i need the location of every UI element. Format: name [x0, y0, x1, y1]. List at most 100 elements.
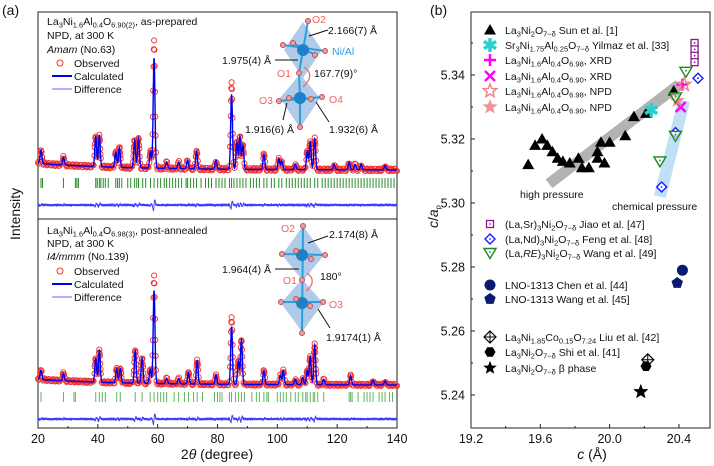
legend-label: LNO-1313 Chen et al. [44] — [505, 280, 628, 292]
ni-atom — [294, 92, 306, 104]
x-tick-label: 120 — [327, 432, 348, 446]
observed-point — [228, 318, 235, 325]
text-segment: O — [568, 40, 576, 52]
star-marker — [482, 99, 498, 114]
x-tick-label: 140 — [387, 432, 408, 446]
observed-point — [109, 163, 116, 170]
text-segment: (No.139) — [85, 251, 129, 263]
marker-dot — [660, 186, 663, 188]
legend-item: La3​Ni1.85​Co0.15​O7.24​ Liu et al. [42] — [483, 330, 659, 346]
observed-point — [350, 382, 357, 389]
triangle-marker — [484, 24, 496, 35]
text-segment: 3 — [516, 45, 520, 54]
label-o3: O3 — [259, 95, 273, 107]
legend-item: La3​Ni1.6​Al0.4​O6.98​, NPD — [481, 82, 612, 100]
text-segment: La — [505, 86, 517, 98]
difference-series — [37, 413, 398, 426]
bottom-structure-inset: O2 2.174(8) Å 1.964(4) Å O1 180° O3 1.91… — [222, 223, 381, 344]
x-tick-label: 19.6 — [528, 432, 552, 446]
marker-dot — [489, 238, 491, 240]
text-segment: La — [47, 225, 59, 237]
text-segment: Ni — [541, 219, 551, 231]
panel-b-legend: La3​Ni2​O7−δ​ Sun et al. [1]Sr3​Ni1.75​A… — [481, 24, 669, 377]
marker-dot — [489, 251, 491, 253]
triangle-marker — [591, 145, 604, 157]
legend-item: (La,Sr)3​Ni2​O7−δ​ Jiao et al. [47] — [485, 219, 645, 233]
calculated-series — [37, 58, 397, 171]
legend-label: La3​Ni2​O7−δ​ Sun et al. [1] — [505, 25, 618, 39]
text-segment: 2 — [531, 30, 535, 39]
observed-point — [340, 380, 348, 388]
plus-marker — [484, 54, 496, 66]
text-segment: 0.4 — [551, 107, 561, 116]
hexagon-marker — [640, 361, 652, 371]
legend-label-calculated: Calculated — [74, 279, 124, 291]
observed-point — [393, 167, 401, 175]
bond-angle: 167.7(9)° — [314, 68, 357, 80]
text-segment: Al — [541, 71, 550, 83]
text-segment: 7−δ — [543, 352, 556, 361]
text-segment: Al — [541, 86, 550, 98]
bond-apical-inner: 1.964(4) Å — [222, 263, 271, 276]
text-segment: RE — [523, 248, 539, 260]
angle-arc — [302, 66, 311, 88]
triangle-down-dot-marker — [652, 156, 668, 169]
asterisk-marker — [644, 105, 659, 116]
text-segment: 3 — [517, 337, 521, 346]
legend-label-difference: Difference — [74, 292, 122, 304]
y-tick-label: 5.24 — [441, 389, 465, 403]
panel-b-bands — [545, 80, 690, 199]
text-segment: Ni — [521, 86, 531, 98]
marker-dot — [674, 95, 677, 98]
triangle-marker — [556, 155, 569, 166]
legend-label: LNO-1313 Wang et al. [45] — [505, 294, 630, 306]
legend-label-observed: Observed — [74, 58, 120, 70]
text-segment: O — [558, 234, 566, 246]
triangle-marker — [529, 139, 542, 150]
triangle-marker — [522, 158, 535, 170]
x-tick-label: 20.4 — [667, 432, 691, 446]
panel-b-frame — [470, 11, 711, 429]
observed-point — [48, 378, 55, 385]
panel-b-label: (b) — [430, 2, 447, 18]
text-segment: Feng et al. [48] — [579, 234, 652, 246]
pentagon-marker — [484, 293, 496, 304]
label-o1: O1 — [283, 275, 297, 287]
text-segment: 6.90 — [569, 76, 584, 85]
text-segment: 1.6 — [531, 76, 541, 85]
circle-marker — [676, 264, 688, 276]
bond-apical-outer: 2.166(7) Å — [328, 24, 377, 37]
text-segment: 0.4 — [551, 76, 561, 85]
label-o1: O1 — [277, 68, 291, 80]
text-segment: 3 — [537, 224, 541, 233]
marker-dot — [684, 69, 687, 72]
text-segment: 1.6 — [531, 60, 541, 69]
text-segment: 7−δ — [543, 368, 556, 377]
text-segment: O — [561, 55, 569, 67]
panel-b-points — [522, 38, 705, 399]
text-segment: Al — [541, 102, 550, 114]
label-o3: O3 — [329, 299, 343, 311]
legend-label: (La,RE)3​Ni2​O7−δ​ Wang et al. [49] — [505, 248, 657, 262]
star-marker — [483, 360, 497, 374]
bond-equatorial: 1.9174(1) Å — [326, 331, 381, 344]
text-segment: Ni — [544, 234, 554, 246]
text-segment: Ni — [63, 16, 73, 28]
text-segment: O — [561, 71, 569, 83]
observed-point — [151, 46, 158, 53]
observed-point — [154, 381, 161, 388]
text-segment: Ni — [63, 225, 73, 237]
text-segment: 1.75 — [530, 45, 545, 54]
observed-marker-icon — [56, 267, 64, 275]
text-segment: (No.63) — [77, 44, 115, 56]
text-segment: 0.25 — [554, 45, 569, 54]
bottom-sample-title: La3​Ni1.6​Al0.4​O6.98(3)​, post-annealed — [47, 225, 207, 239]
text-segment: β phase — [556, 363, 597, 375]
top-sample-title: La3​Ni1.6​Al0.4​O6.90(2)​, as-prepared — [47, 16, 198, 30]
legend-label: La3​Ni2​O7−δ​ Shi et al. [41] — [505, 347, 620, 361]
text-segment: 2 — [551, 224, 555, 233]
panel-a-x-label: 2θ (degree) — [181, 446, 253, 462]
text-segment: , NPD — [584, 102, 612, 114]
observed-point — [354, 167, 361, 174]
